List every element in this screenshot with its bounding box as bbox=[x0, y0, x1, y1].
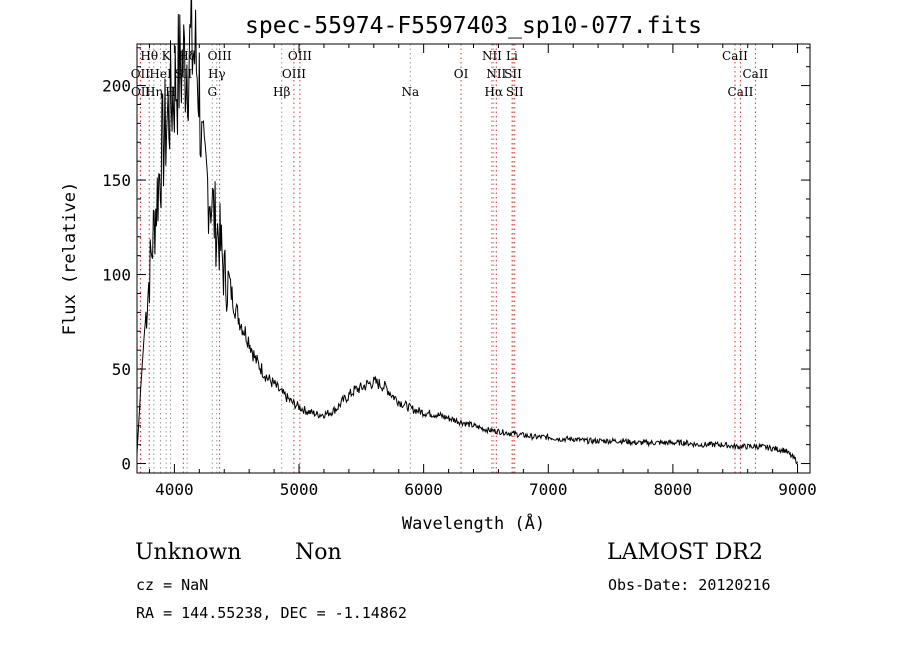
x-tick-label: 5000 bbox=[280, 480, 319, 499]
spectral-line-label: OIII bbox=[208, 49, 232, 63]
spectral-line-label: Hη bbox=[145, 85, 163, 99]
y-axis-label: Flux (relative) bbox=[60, 182, 80, 336]
x-tick-label: 6000 bbox=[404, 480, 443, 499]
spectral-line-label: OII bbox=[131, 85, 151, 99]
survey-label: LAMOST DR2 bbox=[607, 540, 763, 565]
spectral-line-label: SII bbox=[175, 67, 193, 81]
obs-date-label: Obs-Date: 20120216 bbox=[608, 576, 771, 594]
y-tick-label: 100 bbox=[102, 266, 131, 285]
spectral-line-label: CaII bbox=[728, 85, 754, 99]
spectral-line-label: CaII bbox=[742, 67, 768, 81]
spectral-line-label: OIII bbox=[288, 49, 312, 63]
redshift-label: cz = NaN bbox=[136, 576, 209, 594]
object-class: Unknown bbox=[135, 540, 242, 565]
spectral-line-label: Hδ bbox=[178, 49, 196, 63]
x-tick-label: 7000 bbox=[529, 480, 568, 499]
spectral-line-label: Na bbox=[401, 85, 419, 99]
spectral-line-label: Hγ bbox=[208, 67, 226, 81]
spectral-line-label: K bbox=[162, 49, 172, 63]
x-tick-label: 4000 bbox=[155, 480, 194, 499]
x-tick-label: 8000 bbox=[654, 480, 693, 499]
spectral-line-label: CaII bbox=[722, 49, 748, 63]
y-tick-label: 200 bbox=[102, 77, 131, 96]
spectral-line-label: SII bbox=[504, 67, 522, 81]
object-subclass: Non bbox=[295, 540, 342, 565]
y-tick-label: 50 bbox=[112, 360, 131, 379]
spectral-line-label: Hα bbox=[485, 85, 504, 99]
spectral-line-label: SII bbox=[506, 85, 524, 99]
plot-frame bbox=[136, 43, 811, 474]
spectral-line-label: Hθ bbox=[140, 49, 158, 63]
chart-title: spec-55974-F5597403_sp10-077.fits bbox=[245, 13, 702, 39]
spectral-line-label: NII bbox=[486, 67, 506, 81]
x-tick-label: 9000 bbox=[778, 480, 817, 499]
spectral-line-label: OI bbox=[454, 67, 469, 81]
spectrum-line bbox=[136, 0, 798, 465]
spectral-line-label: NII bbox=[482, 49, 502, 63]
spectral-line-label: G bbox=[207, 85, 217, 99]
y-tick-label: 150 bbox=[102, 171, 131, 190]
coordinates-label: RA = 144.55238, DEC = -1.14862 bbox=[136, 604, 407, 622]
spectral-line-label: HeI bbox=[149, 67, 172, 81]
x-axis-label: Wavelength (Å) bbox=[402, 512, 545, 534]
spectral-line-label: OII bbox=[131, 67, 151, 81]
spectral-line-label: Hβ bbox=[273, 85, 290, 99]
spectral-line-label: Li bbox=[506, 49, 518, 63]
spectral-line-label: OIII bbox=[282, 67, 306, 81]
y-tick-label: 0 bbox=[121, 455, 131, 474]
spectral-line-label: H bbox=[165, 85, 175, 99]
